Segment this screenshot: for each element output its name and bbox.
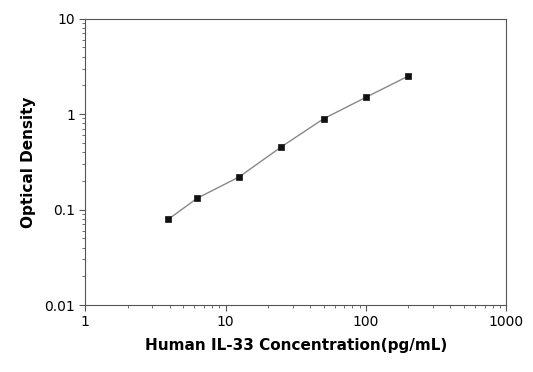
X-axis label: Human IL-33 Concentration(pg/mL): Human IL-33 Concentration(pg/mL) — [144, 338, 447, 353]
Y-axis label: Optical Density: Optical Density — [21, 96, 36, 228]
